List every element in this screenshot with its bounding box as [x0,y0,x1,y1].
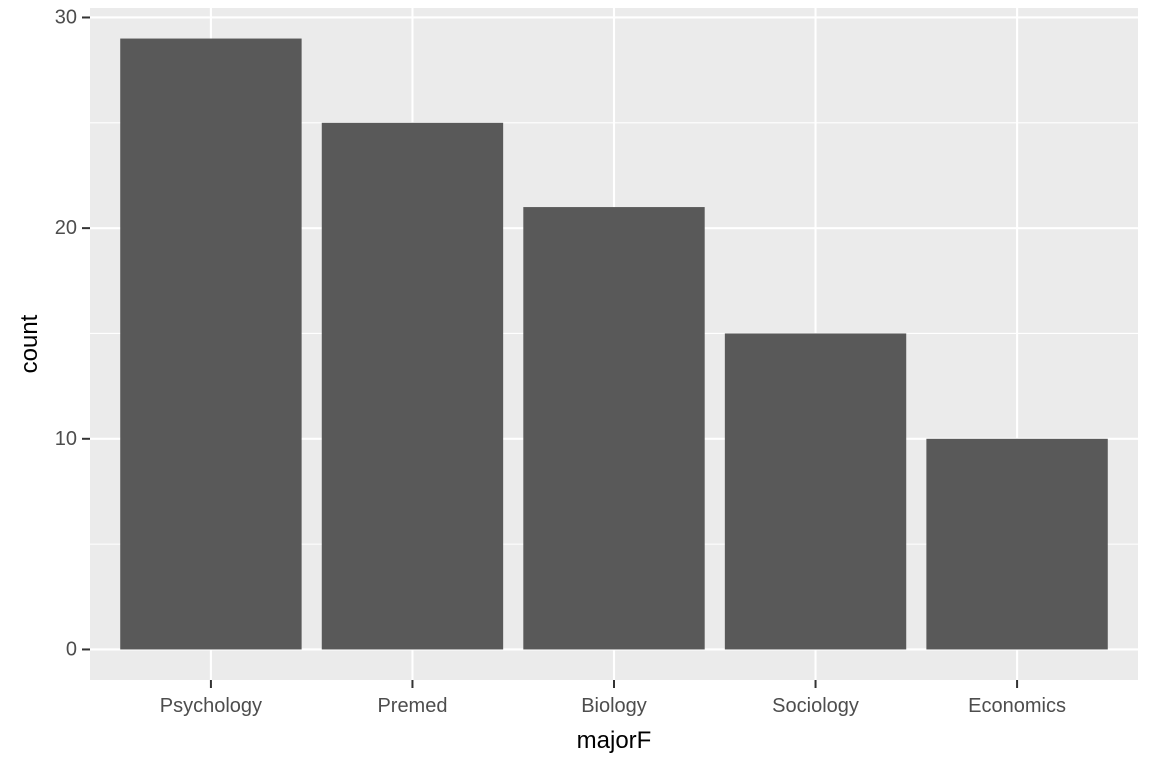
x-tick-label: Psychology [160,695,262,717]
x-tick-label: Premed [377,695,447,717]
x-tick-label: Economics [968,695,1066,717]
bars [120,38,1108,650]
y-tick-label: 30 [55,6,77,28]
x-tick-label: Sociology [772,695,859,717]
bar-premed [321,122,504,650]
x-axis-title: majorF [577,727,652,754]
bar-psychology [120,38,302,650]
bar-economics [926,438,1108,650]
y-tick-label: 0 [66,638,77,660]
y-tick-label: 20 [55,217,77,239]
x-axis-ticks: Psychology Premed Biology Sociology Economic… [160,680,1066,717]
y-axis-ticks: 0 10 20 30 [55,6,90,660]
bar-biology [523,207,705,650]
y-axis-title: count [16,314,43,373]
bar-sociology [724,333,907,650]
y-tick-label: 10 [55,428,77,450]
x-tick-label: Biology [581,695,647,717]
